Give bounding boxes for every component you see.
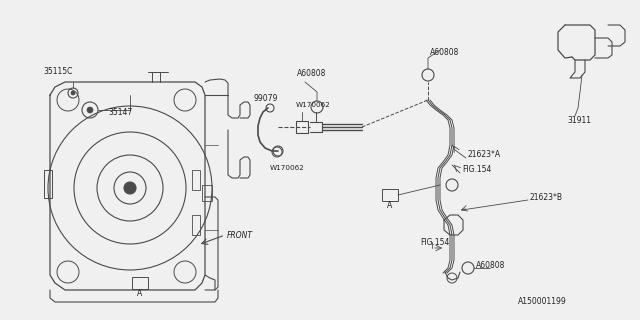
Bar	[192, 170, 200, 190]
Circle shape	[124, 182, 136, 194]
Bar	[296, 121, 308, 133]
Text: A60808: A60808	[430, 48, 460, 57]
Text: FIG.154: FIG.154	[462, 165, 492, 174]
Text: FIG.154: FIG.154	[420, 238, 449, 247]
Text: 21623*B: 21623*B	[530, 193, 563, 202]
Text: A: A	[138, 289, 143, 298]
Bar	[382, 189, 398, 201]
Text: 35115C: 35115C	[43, 67, 72, 76]
Circle shape	[87, 107, 93, 113]
Text: A60808: A60808	[297, 69, 326, 78]
Bar	[132, 277, 148, 289]
Bar	[44, 170, 52, 198]
Text: A: A	[387, 201, 392, 210]
Bar	[202, 185, 212, 201]
Text: A150001199: A150001199	[518, 297, 567, 306]
Bar	[192, 215, 200, 235]
Text: 35147: 35147	[108, 108, 132, 117]
Text: 21623*A: 21623*A	[468, 150, 501, 159]
Text: W170062: W170062	[296, 102, 331, 108]
Text: FRONT: FRONT	[227, 230, 253, 239]
Text: 31911: 31911	[567, 116, 591, 125]
Circle shape	[71, 91, 75, 95]
Text: W170062: W170062	[270, 165, 305, 171]
Text: A60808: A60808	[476, 260, 506, 269]
Text: 99079: 99079	[254, 94, 278, 103]
